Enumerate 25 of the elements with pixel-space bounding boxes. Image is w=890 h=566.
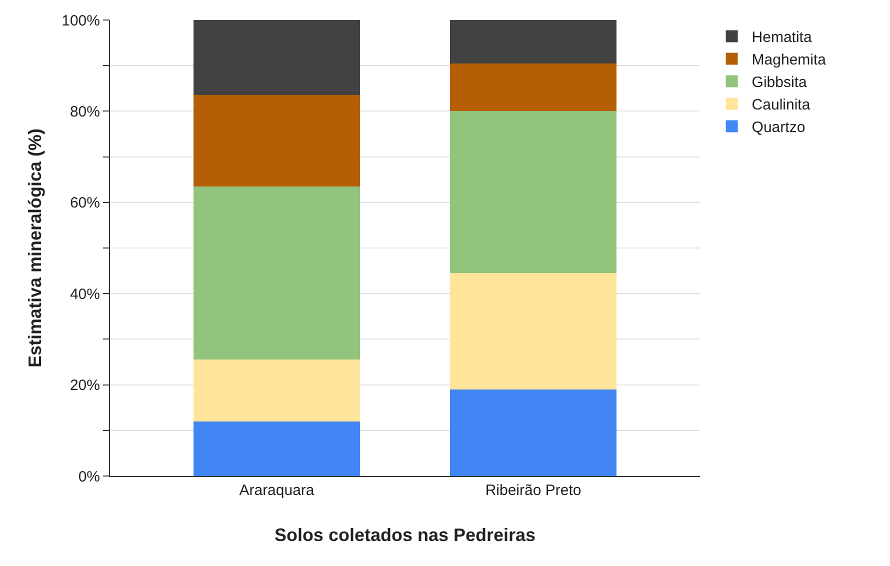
bar: [450, 389, 617, 476]
y-tick-label: 0%: [78, 468, 100, 486]
y-tick-label: 20%: [70, 377, 100, 394]
bar: [193, 421, 360, 476]
y-tick-label: 80%: [70, 103, 100, 120]
y-tick-label: 40%: [70, 286, 100, 303]
legend-label: Hematita: [752, 29, 812, 46]
bar: [450, 111, 617, 274]
bar: [450, 63, 617, 112]
x-tick-label: Araraquara: [239, 482, 315, 499]
legend-label: Quartzo: [752, 119, 806, 136]
bar: [193, 95, 360, 186]
y-tick-label: 100%: [62, 12, 100, 30]
y-axis-title: Estimativa mineralógica (%): [24, 128, 45, 368]
legend-label: Maghemita: [752, 52, 827, 69]
legend-label: Caulinita: [752, 96, 811, 114]
bar: [193, 360, 360, 422]
bar: [450, 20, 617, 64]
x-tick-label: Ribeirão Preto: [485, 482, 582, 499]
bar: [450, 273, 617, 390]
legend-label: Gibbsita: [752, 74, 808, 92]
bar: [193, 186, 360, 360]
x-axis-title: Solos coletados nas Pedreiras: [274, 525, 536, 546]
y-tick-label: 60%: [70, 194, 100, 212]
bar: [193, 20, 360, 96]
